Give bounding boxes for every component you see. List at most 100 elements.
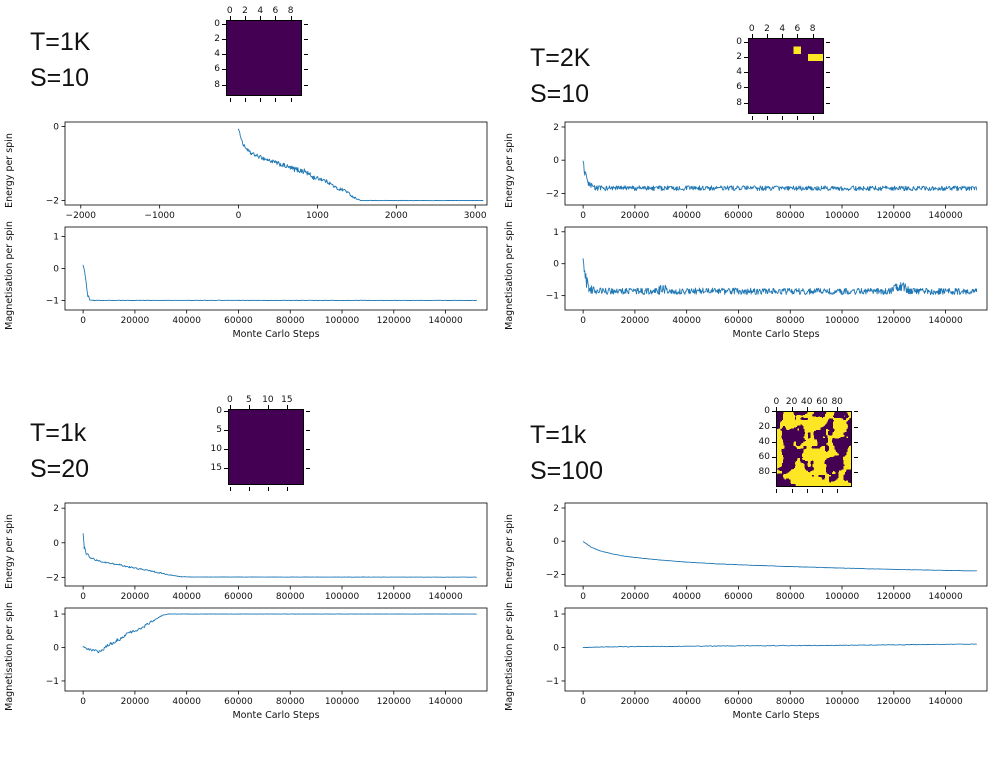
lattice-tick-mark [837, 407, 839, 411]
size-label: S=10 [30, 64, 90, 92]
energy-chart-row: Energy per spin 0 20000 40000 60000 80000 100… [500, 499, 1000, 604]
lattice-x-tick-label: 6 [794, 24, 801, 34]
lattice-tick-mark [776, 407, 778, 411]
y-tick-label: 1 [553, 228, 559, 238]
lattice-tick-mark [812, 116, 814, 120]
plot-border [64, 226, 488, 311]
x-tick-label: 60000 [724, 316, 753, 326]
x-tick-label: 0 [580, 316, 586, 326]
lattice-tick-mark [772, 472, 776, 474]
y-tick-label: 0 [53, 265, 59, 275]
x-tick-label: −2000 [66, 211, 97, 221]
lattice-tick-mark [826, 87, 830, 89]
lattice-tick-mark [224, 429, 228, 431]
x-tick-label: 80000 [276, 592, 305, 602]
lattice-y-tick-label: 0 [216, 405, 222, 416]
plot-border [564, 607, 988, 692]
lattice-tick-mark [772, 411, 776, 413]
x-tick-label: 0 [80, 592, 86, 602]
magnetisation-y-axis-label-text: Magnetisation per spin [3, 221, 15, 330]
lattice-tick-mark [751, 116, 753, 120]
x-tick-label: 0 [80, 697, 86, 707]
lattice-tick-mark [290, 98, 292, 102]
x-tick-label: 40000 [672, 697, 701, 707]
magnetisation-y-axis-label: Magnetisation per spin [0, 602, 18, 711]
lattice-y-tick-label: 4 [214, 49, 220, 60]
x-tick-label: 140000 [928, 697, 963, 707]
energy-y-axis-label-text: Energy per spin [503, 514, 515, 589]
series-line [82, 264, 478, 302]
lattice-x-tick-label: 6 [272, 6, 279, 16]
y-tick-label: −2 [546, 189, 559, 199]
spin-lattice-heatmap: 0 5 10 15 0 5 10 15 [192, 393, 332, 495]
y-tick-label: −1 [546, 292, 559, 302]
panel-t1k-s20: T=1k S=20 0 5 10 15 0 5 10 15 Energy per spin 0… [0, 381, 500, 763]
x-tick-label: 60000 [724, 211, 753, 221]
magnetisation-y-axis-label-text: Magnetisation per spin [503, 221, 515, 330]
lattice-tick-mark [854, 456, 858, 458]
lattice-y-tick-label: 10 [210, 443, 222, 454]
lattice-tick-mark [245, 16, 246, 20]
energy-chart: 0 20000 40000 60000 80000 100000 120000 140000 2… [546, 121, 988, 221]
lattice-tick-mark [791, 407, 793, 411]
lattice-tick-mark [806, 407, 808, 411]
lattice-y-tick-label: 4 [736, 67, 742, 78]
lattice-x-tick-label: 60 [816, 397, 828, 407]
lattice-x-tick-label: 0 [773, 397, 780, 407]
x-tick-label: 40000 [172, 592, 201, 602]
lattice-x-tick-label: 4 [257, 6, 264, 16]
lattice-tick-mark [826, 57, 830, 58]
magnetisation-chart: 0 20000 40000 60000 80000 100000 120000 140000 1… [46, 226, 488, 326]
energy-y-axis-label-text: Energy per spin [503, 133, 515, 208]
lattice-y-tick-label: 0 [214, 18, 220, 29]
lattice-canvas [748, 38, 824, 114]
lattice-tick-mark [751, 34, 753, 38]
lattice-tick-mark [304, 69, 308, 71]
magnetisation-y-axis-label: Magnetisation per spin [500, 602, 518, 711]
y-tick-label: 2 [53, 504, 59, 514]
energy-chart-row: Energy per spin −2000 −1000 0 1000 2000 3000 0… [0, 118, 500, 223]
x-tick-label: 120000 [877, 592, 912, 602]
x-axis-label: Monte Carlo Steps [732, 710, 820, 721]
lattice-tick-mark [267, 487, 269, 491]
lattice-y-tick-label: 0 [736, 36, 742, 47]
lattice-canvas [228, 409, 304, 485]
x-tick-label: 140000 [928, 316, 963, 326]
magnetisation-chart: 0 20000 40000 60000 80000 100000 120000 140000 1… [546, 607, 988, 707]
x-tick-label: 100000 [825, 592, 860, 602]
lattice-tick-mark [306, 410, 310, 412]
panel-header: T=1k S=100 0 20 40 60 80 0 20 40 60 80 [500, 381, 1000, 499]
magnetisation-chart-row: Magnetisation per spin 0 20000 40000 60000 8… [0, 602, 500, 711]
magnetisation-chart-row: Magnetisation per spin 0 20000 40000 60000 8… [500, 221, 1000, 330]
temperature-label: T=2K [530, 44, 591, 72]
lattice-tick-mark [826, 102, 830, 104]
lattice-y-tick-label: 5 [216, 424, 222, 435]
series-line [582, 258, 978, 296]
y-tick-label: −2 [46, 573, 59, 583]
lattice-x-tick-label: 2 [242, 6, 248, 16]
magnetisation-chart: 0 20000 40000 60000 80000 100000 120000 140000 1… [546, 226, 988, 326]
x-tick-label: 20000 [121, 592, 150, 602]
lattice-tick-mark [744, 57, 748, 58]
y-tick-label: −1 [546, 677, 559, 687]
lattice-tick-mark [744, 87, 748, 89]
energy-chart: −2000 −1000 0 1000 2000 3000 0 −2 [46, 121, 488, 221]
lattice-tick-mark [821, 407, 823, 411]
x-tick-label: 60000 [224, 697, 253, 707]
x-tick-label: 80000 [776, 697, 805, 707]
series-line [238, 128, 484, 202]
series-line [582, 541, 978, 572]
x-axis-label: Monte Carlo Steps [232, 710, 320, 721]
lattice-y-tick-label: 2 [214, 34, 220, 44]
x-tick-label: 140000 [928, 211, 963, 221]
lattice-tick-mark [306, 448, 310, 450]
lattice-x-tick-label: 10 [262, 395, 274, 405]
x-tick-label: 60000 [724, 697, 753, 707]
lattice-y-tick-label: 8 [736, 97, 742, 108]
lattice-tick-mark [854, 472, 858, 474]
lattice-tick-mark [222, 84, 226, 86]
